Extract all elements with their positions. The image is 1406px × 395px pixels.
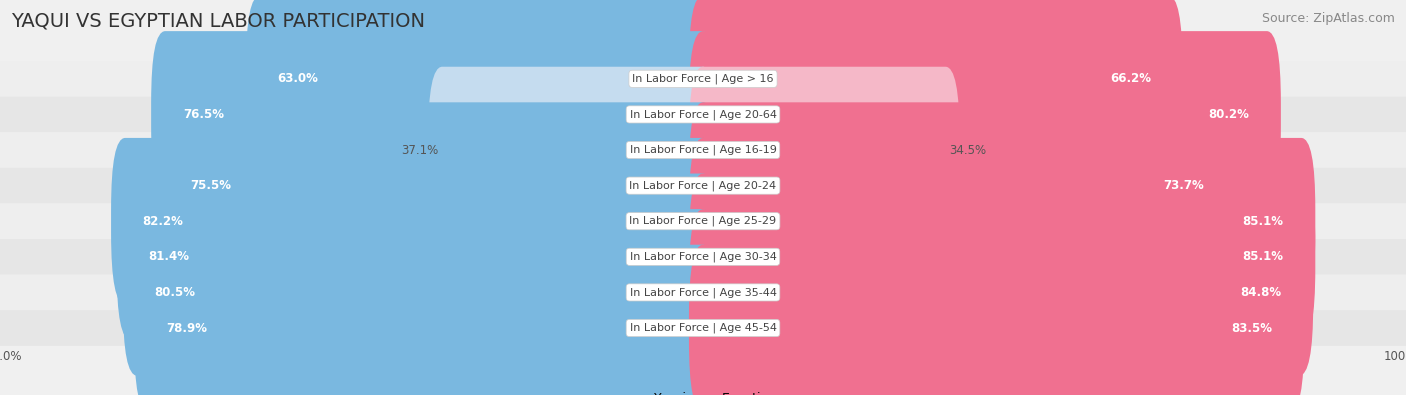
Text: In Labor Force | Age 20-64: In Labor Force | Age 20-64 bbox=[630, 109, 776, 120]
Text: In Labor Force | Age 30-34: In Labor Force | Age 30-34 bbox=[630, 252, 776, 262]
Text: In Labor Force | Age 16-19: In Labor Force | Age 16-19 bbox=[630, 145, 776, 155]
Text: 80.5%: 80.5% bbox=[155, 286, 195, 299]
FancyBboxPatch shape bbox=[689, 31, 1281, 198]
FancyBboxPatch shape bbox=[689, 138, 1316, 305]
FancyBboxPatch shape bbox=[0, 61, 1406, 97]
Text: 34.5%: 34.5% bbox=[949, 143, 986, 156]
Text: Source: ZipAtlas.com: Source: ZipAtlas.com bbox=[1261, 12, 1395, 25]
Text: 78.9%: 78.9% bbox=[166, 322, 207, 335]
FancyBboxPatch shape bbox=[0, 132, 1406, 168]
FancyBboxPatch shape bbox=[246, 0, 717, 162]
FancyBboxPatch shape bbox=[689, 102, 1236, 269]
Text: 63.0%: 63.0% bbox=[278, 72, 319, 85]
FancyBboxPatch shape bbox=[117, 173, 717, 340]
FancyBboxPatch shape bbox=[689, 245, 1305, 395]
FancyBboxPatch shape bbox=[689, 209, 1313, 376]
FancyBboxPatch shape bbox=[0, 275, 1406, 310]
Text: 37.1%: 37.1% bbox=[402, 143, 439, 156]
FancyBboxPatch shape bbox=[689, 67, 960, 233]
Text: In Labor Force | Age 25-29: In Labor Force | Age 25-29 bbox=[630, 216, 776, 226]
Text: 73.7%: 73.7% bbox=[1163, 179, 1204, 192]
FancyBboxPatch shape bbox=[134, 245, 717, 395]
FancyBboxPatch shape bbox=[152, 31, 717, 198]
Text: 76.5%: 76.5% bbox=[183, 108, 224, 121]
Text: 80.2%: 80.2% bbox=[1208, 108, 1250, 121]
Text: In Labor Force | Age 35-44: In Labor Force | Age 35-44 bbox=[630, 287, 776, 298]
FancyBboxPatch shape bbox=[689, 0, 1182, 162]
FancyBboxPatch shape bbox=[124, 209, 717, 376]
Text: 84.8%: 84.8% bbox=[1240, 286, 1282, 299]
FancyBboxPatch shape bbox=[159, 102, 717, 269]
Text: 85.1%: 85.1% bbox=[1243, 215, 1284, 228]
FancyBboxPatch shape bbox=[429, 67, 717, 233]
Text: 75.5%: 75.5% bbox=[190, 179, 231, 192]
FancyBboxPatch shape bbox=[689, 173, 1316, 340]
Text: 81.4%: 81.4% bbox=[148, 250, 190, 263]
Text: YAQUI VS EGYPTIAN LABOR PARTICIPATION: YAQUI VS EGYPTIAN LABOR PARTICIPATION bbox=[11, 12, 425, 31]
FancyBboxPatch shape bbox=[111, 138, 717, 305]
Text: In Labor Force | Age 20-24: In Labor Force | Age 20-24 bbox=[630, 181, 776, 191]
Text: In Labor Force | Age 45-54: In Labor Force | Age 45-54 bbox=[630, 323, 776, 333]
Text: 83.5%: 83.5% bbox=[1232, 322, 1272, 335]
FancyBboxPatch shape bbox=[0, 310, 1406, 346]
FancyBboxPatch shape bbox=[0, 239, 1406, 275]
Legend: Yaqui, Egyptian: Yaqui, Egyptian bbox=[628, 392, 778, 395]
FancyBboxPatch shape bbox=[0, 168, 1406, 203]
Text: 85.1%: 85.1% bbox=[1243, 250, 1284, 263]
FancyBboxPatch shape bbox=[0, 97, 1406, 132]
Text: 66.2%: 66.2% bbox=[1109, 72, 1150, 85]
Text: 82.2%: 82.2% bbox=[143, 215, 184, 228]
Text: In Labor Force | Age > 16: In Labor Force | Age > 16 bbox=[633, 73, 773, 84]
FancyBboxPatch shape bbox=[0, 203, 1406, 239]
